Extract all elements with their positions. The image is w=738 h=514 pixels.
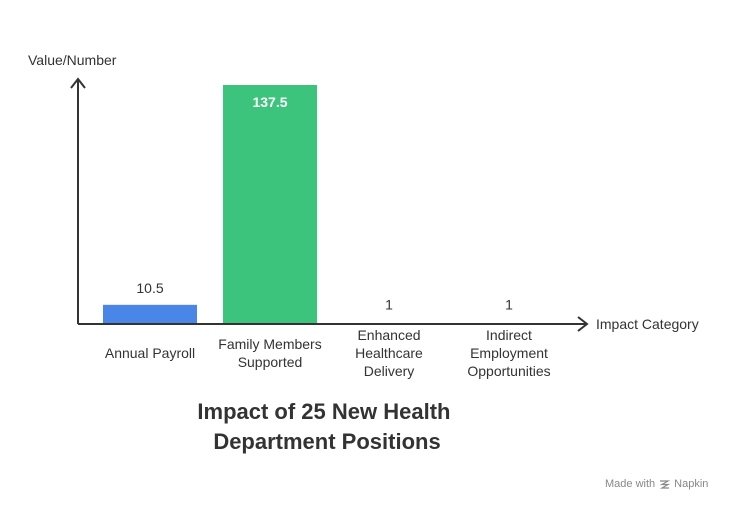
x-axis-label: Impact Category [596,316,699,332]
y-axis-arrow [70,77,86,89]
y-axis-label: Value/Number [28,52,117,68]
watermark-prefix: Made with [605,478,656,490]
category-label-indirect-employment-opportunities: Indirect Employment Opportunities [467,327,550,379]
data-label-family-members-supported: 137.5 [252,94,287,110]
x-axis-arrow [577,316,589,332]
chart-title-line-1: Impact of 25 New Health [197,399,450,424]
category-label-annual-payroll: Annual Payroll [105,345,195,361]
category-labels: Annual Payroll Family Members Supported Enh… [105,327,551,379]
data-label-enhanced-healthcare-delivery: 1 [385,296,393,312]
bar-group: 10.5 137.5 1 1 [103,85,513,323]
watermark: Made with Napkin [605,478,708,490]
data-label-indirect-employment-opportunities: 1 [505,296,513,312]
chart-title-line-2: Department Positions [213,429,440,454]
category-label-family-members-supported: Family Members Supported [218,336,321,370]
bar-annual-payroll [103,304,197,323]
napkin-logo-icon [659,479,671,489]
chart-title: Impact of 25 New Health Department Posit… [197,399,456,454]
data-label-annual-payroll: 10.5 [136,280,163,296]
watermark-brand: Napkin [674,478,709,490]
bar-family-members-supported [223,85,317,323]
category-label-enhanced-healthcare-delivery: Enhanced Healthcare Delivery [355,327,423,379]
